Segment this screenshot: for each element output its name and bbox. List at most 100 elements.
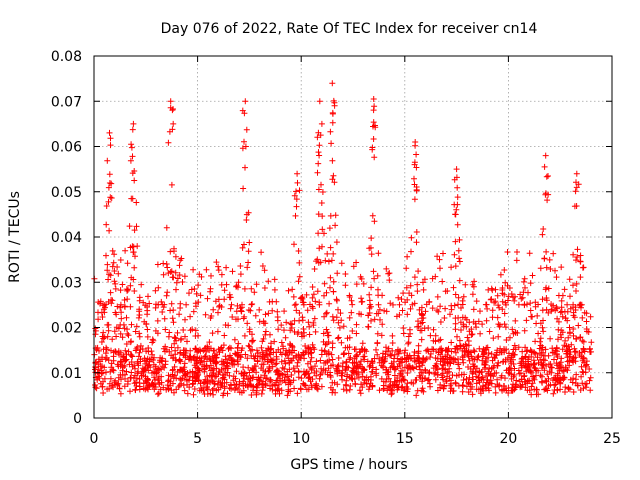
data-point [549, 364, 555, 371]
data-point [570, 326, 577, 332]
data-point [368, 284, 375, 291]
data-point [465, 338, 472, 344]
data-point [395, 384, 402, 391]
data-point [545, 191, 552, 198]
data-point [252, 363, 259, 370]
data-point [524, 347, 531, 354]
data-point [518, 356, 525, 362]
data-point [181, 360, 188, 367]
data-point [361, 353, 368, 360]
data-point [234, 302, 241, 309]
data-point [359, 369, 365, 376]
data-point [506, 370, 513, 377]
data-point [471, 348, 478, 355]
data-point [163, 224, 170, 231]
data-point [192, 345, 199, 352]
x-tick-label: 15 [396, 431, 414, 447]
data-point [154, 330, 161, 337]
data-point [128, 321, 135, 328]
data-point [580, 264, 587, 271]
data-point [484, 376, 491, 383]
data-point [155, 390, 162, 397]
data-point [527, 368, 534, 375]
data-point [587, 345, 593, 352]
data-point [100, 329, 107, 336]
data-point [110, 259, 117, 266]
data-point [131, 288, 138, 294]
data-point [128, 195, 135, 202]
data-point [386, 270, 393, 277]
data-point [440, 355, 447, 362]
data-point [378, 332, 385, 339]
data-point [518, 295, 525, 302]
data-point [462, 314, 469, 321]
data-point [358, 345, 365, 352]
data-point [307, 301, 313, 308]
data-point [181, 387, 188, 394]
data-point [468, 331, 475, 338]
data-point [415, 268, 422, 275]
data-point [124, 287, 131, 294]
data-point [483, 355, 490, 362]
data-point [115, 325, 122, 332]
data-point [400, 290, 407, 297]
data-point [504, 249, 511, 255]
data-point [201, 368, 208, 375]
data-point [544, 197, 551, 204]
data-point [580, 338, 587, 345]
data-point [315, 186, 322, 193]
data-point [509, 326, 516, 333]
data-point [459, 388, 466, 395]
data-point [123, 368, 130, 375]
data-point [277, 375, 283, 382]
data-point [217, 379, 224, 386]
data-point [178, 255, 185, 262]
y-tick-label: 0 [73, 411, 82, 427]
data-point [552, 267, 558, 274]
y-tick-label: 0.04 [51, 230, 82, 246]
data-point [463, 376, 470, 382]
data-point [129, 363, 136, 370]
data-point [278, 339, 285, 346]
data-point [499, 298, 506, 305]
data-point [97, 298, 104, 305]
data-point [127, 157, 134, 164]
data-point [233, 368, 240, 375]
data-point [182, 316, 188, 323]
data-point [539, 324, 546, 331]
data-point [132, 387, 139, 394]
data-point [304, 307, 311, 314]
data-point [330, 250, 337, 257]
data-point [469, 291, 476, 298]
data-point [193, 290, 200, 297]
data-point [542, 152, 549, 159]
data-point [325, 332, 332, 339]
data-point [488, 365, 495, 372]
data-point [492, 383, 499, 390]
data-point [543, 295, 550, 301]
data-point [342, 282, 349, 289]
data-point [364, 358, 371, 365]
data-point [522, 354, 529, 361]
data-point [105, 198, 112, 205]
data-point [276, 390, 283, 397]
data-point [225, 345, 232, 352]
data-point [366, 291, 373, 298]
data-point [172, 347, 179, 354]
data-point [448, 302, 455, 309]
data-point [375, 301, 382, 308]
data-point [326, 225, 333, 232]
data-point [553, 360, 560, 367]
data-point [222, 322, 229, 328]
data-point [473, 373, 480, 380]
data-point [587, 374, 594, 381]
data-point [131, 177, 138, 184]
data-point [241, 332, 248, 339]
data-point [554, 315, 561, 322]
data-point [208, 272, 214, 279]
data-point [329, 379, 336, 386]
data-point [460, 293, 467, 300]
data-point [559, 313, 566, 320]
data-point [452, 345, 459, 352]
data-point [413, 392, 420, 399]
